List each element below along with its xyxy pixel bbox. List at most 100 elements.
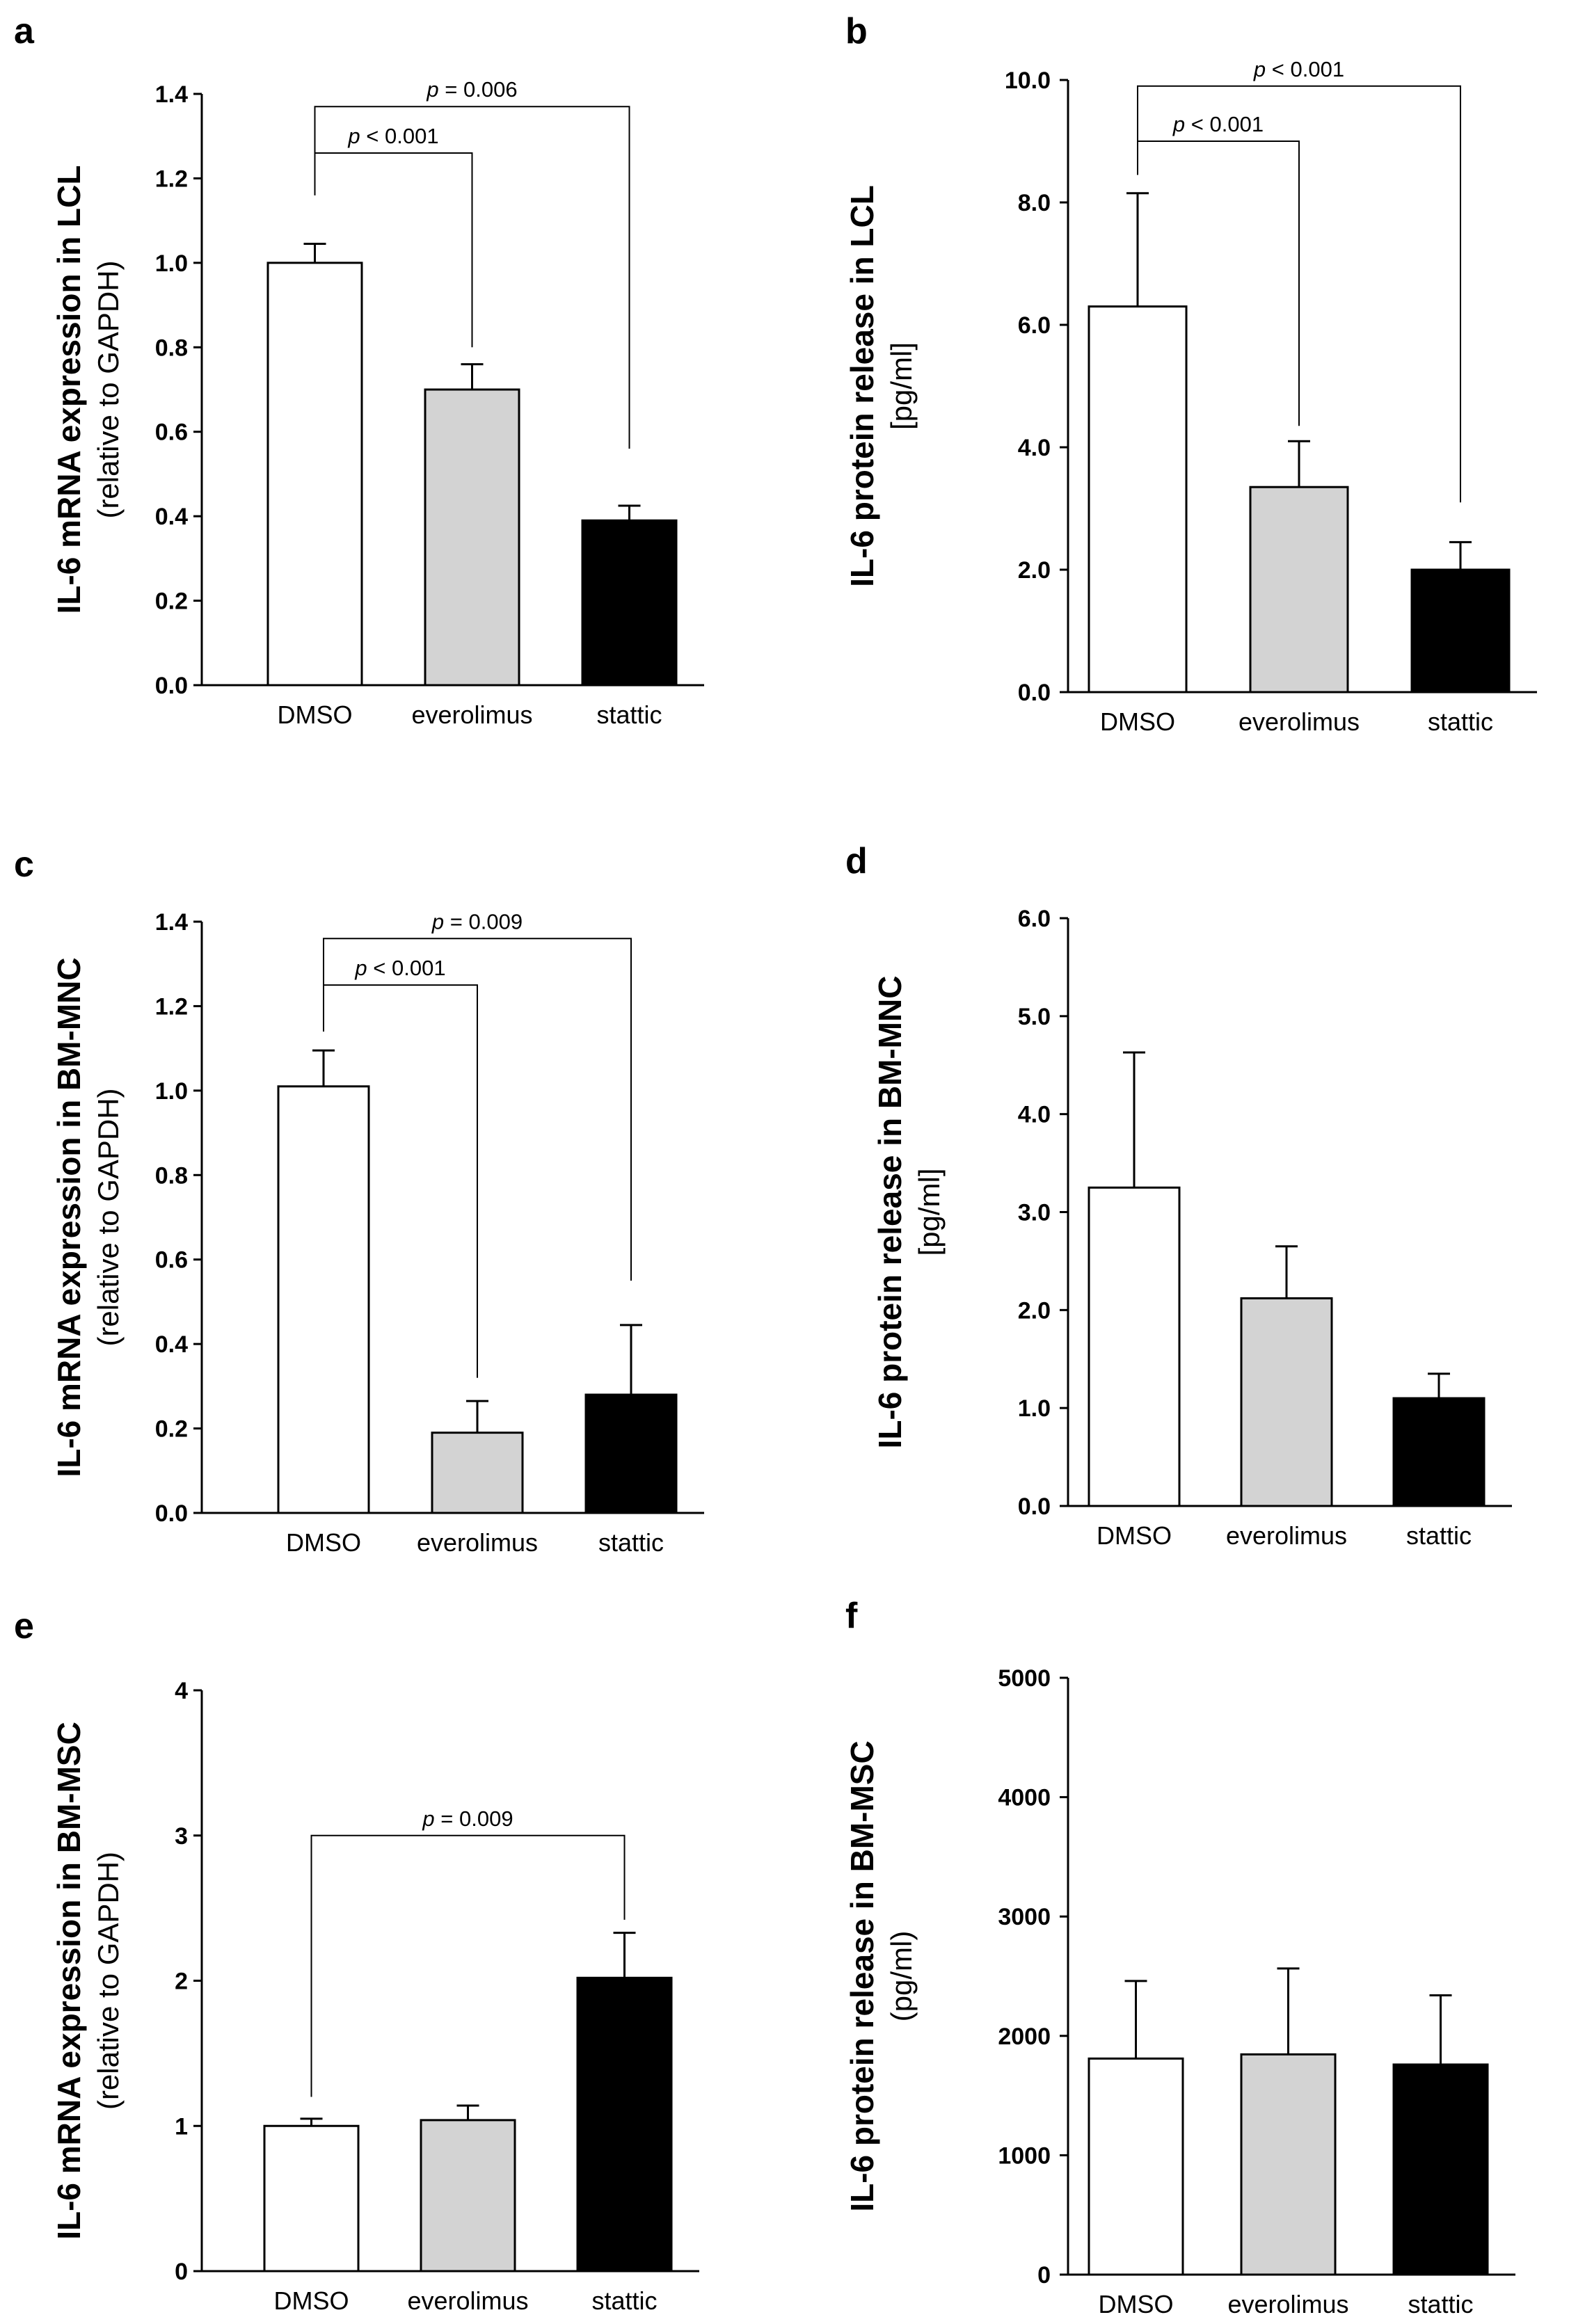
category-label: stattic [1406, 1521, 1472, 1550]
y-tick-label: 0.6 [155, 1247, 188, 1274]
significance-bracket [310, 1834, 626, 2097]
panel-c: c 0.0 0.2 0.4 0.6 0.8 1.0 1.2 1.4 IL-6 mRNA expre… [14, 844, 704, 1557]
y-tick-label: 0.2 [155, 588, 188, 615]
y-tick-label: 10.0 [1005, 67, 1051, 94]
bar-stattic [1392, 2063, 1489, 2276]
bar-stattic [581, 519, 678, 687]
y-axis-title: IL-6 protein release in LCL [844, 185, 880, 587]
y-tick-label: 0.0 [1018, 1493, 1051, 1520]
y-tick-label: 6.0 [1018, 906, 1051, 932]
panel-e: e 0 1 2 3 4 IL-6 mRNA expression in BM-MSC (rel… [14, 1606, 699, 2315]
bar-DMSO [266, 262, 363, 687]
p-value-label: p < 0.001 [1172, 112, 1264, 136]
p-value: < 0.001 [367, 956, 446, 980]
y-tick-label: 8.0 [1018, 190, 1051, 216]
y-tick-label: 1.4 [155, 909, 188, 936]
y-tick-label: 1.2 [155, 993, 188, 1020]
y-tick-label: 3.0 [1018, 1200, 1051, 1226]
p-value: < 0.001 [1266, 57, 1344, 81]
y-tick-label: 5.0 [1018, 1004, 1051, 1030]
category-label: everolimus [411, 700, 532, 729]
p-symbol: p [1253, 57, 1266, 81]
category-label: DMSO [1097, 1521, 1172, 1550]
p-value: < 0.001 [1185, 112, 1264, 136]
panel-letter: b [845, 11, 868, 51]
category-label: DMSO [1099, 2290, 1174, 2318]
significance-bracket [314, 106, 630, 449]
y-tick-label: 2000 [998, 2024, 1051, 2050]
panel-d: d 0.0 1.0 2.0 3.0 4.0 5.0 6.0 IL-6 protein relea… [845, 841, 1512, 1550]
bar-everolimus [431, 1432, 524, 1514]
p-value: = 0.006 [439, 77, 518, 102]
p-value-label: p = 0.009 [422, 1806, 513, 1831]
y-axis-unit: [pg/ml] [885, 342, 918, 430]
category-label: DMSO [1100, 707, 1175, 736]
y-tick-label: 1 [175, 2113, 188, 2140]
category-label: stattic [1408, 2290, 1473, 2318]
y-tick-label: 2.0 [1018, 557, 1051, 584]
p-value-label: p < 0.001 [347, 124, 438, 148]
significance-bracket [323, 938, 632, 1281]
panel-b: b 0.0 2.0 4.0 6.0 8.0 10.0 IL-6 protein release… [844, 11, 1537, 736]
y-axis-unit: (relative to GAPDH) [92, 260, 125, 518]
y-tick-label: 4.0 [1018, 435, 1051, 461]
y-tick-label: 0.0 [155, 1500, 188, 1527]
category-label: everolimus [417, 1528, 538, 1557]
p-symbol: p [354, 956, 367, 980]
y-axis-unit: (pg/ml) [885, 1931, 918, 2022]
y-tick-label: 0.6 [155, 419, 188, 446]
p-symbol: p [431, 909, 444, 933]
y-tick-label: 4 [175, 1678, 188, 1704]
p-symbol: p [422, 1806, 434, 1831]
bar-everolimus [1249, 486, 1349, 694]
significance-bracket [1137, 85, 1461, 503]
y-axis-unit: (relative to GAPDH) [92, 1852, 125, 2110]
y-axis-unit: [pg/ml] [913, 1168, 946, 1256]
p-value: = 0.009 [435, 1806, 513, 1831]
bar-stattic [584, 1393, 678, 1514]
y-tick-label: 1.0 [155, 1078, 188, 1105]
bar-DMSO [1088, 2057, 1184, 2276]
p-symbol: p [347, 124, 360, 148]
y-tick-label: 4.0 [1018, 1102, 1051, 1128]
p-symbol: p [1172, 112, 1185, 136]
bar-DMSO [1088, 1186, 1181, 1507]
y-tick-label: 0.8 [155, 335, 188, 361]
panel-letter: f [845, 1596, 858, 1636]
bar-DMSO [263, 2124, 360, 2273]
y-axis-title: IL-6 mRNA expression in BM-MNC [51, 957, 87, 1477]
category-label: stattic [1428, 707, 1493, 736]
bar-stattic [576, 1976, 673, 2273]
bar-DMSO [1088, 305, 1188, 694]
panel-f: f 0 1000 2000 3000 4000 5000 IL-6 protein relea… [844, 1596, 1515, 2318]
bar-everolimus [424, 388, 520, 687]
p-value-label: p = 0.006 [426, 77, 517, 102]
p-value: < 0.001 [360, 124, 439, 148]
y-tick-label: 0 [175, 2259, 188, 2285]
p-value-label: p = 0.009 [431, 909, 523, 933]
y-tick-label: 0.0 [155, 673, 188, 699]
y-tick-label: 0.2 [155, 1416, 188, 1443]
y-tick-label: 2 [175, 1969, 188, 1995]
y-axis-title: IL-6 protein release in BM-MSC [844, 1740, 880, 2211]
y-tick-label: 3 [175, 1823, 188, 1850]
category-label: everolimus [1226, 1521, 1347, 1550]
panel-letter: c [14, 844, 34, 885]
y-tick-label: 1.2 [155, 166, 188, 192]
bar-stattic [1410, 568, 1511, 694]
y-tick-label: 0.8 [155, 1162, 188, 1189]
category-label: stattic [598, 1528, 664, 1557]
category-label: DMSO [278, 700, 353, 729]
category-label: everolimus [1227, 2290, 1348, 2318]
y-tick-label: 0.4 [155, 1331, 188, 1358]
y-tick-label: 6.0 [1018, 312, 1051, 339]
category-label: DMSO [274, 2286, 349, 2315]
panel-letter: e [14, 1606, 34, 1646]
y-tick-label: 3000 [998, 1904, 1051, 1930]
y-tick-label: 1.4 [155, 81, 188, 108]
p-value-label: p < 0.001 [354, 956, 445, 980]
y-tick-label: 1000 [998, 2142, 1051, 2169]
y-tick-label: 0 [1037, 2262, 1051, 2289]
bar-DMSO [277, 1085, 370, 1514]
